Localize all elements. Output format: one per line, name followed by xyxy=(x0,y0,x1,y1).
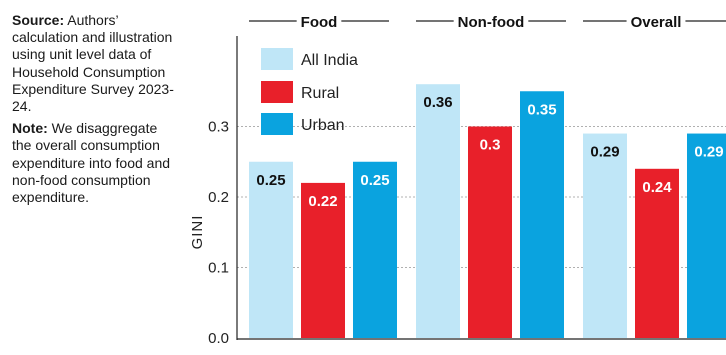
legend-label: All India xyxy=(301,52,358,69)
bar xyxy=(583,133,627,338)
note-text: We disaggregate the overall consumption … xyxy=(12,120,171,206)
bar-value-label: 0.29 xyxy=(590,144,619,161)
y-tick-label: 0.1 xyxy=(208,260,229,277)
bar-value-label: 0.35 xyxy=(527,101,556,118)
group-title: Non-food xyxy=(458,14,525,31)
bar-value-label: 0.24 xyxy=(642,179,672,196)
bar xyxy=(468,126,512,338)
bar-value-label: 0.3 xyxy=(480,137,501,154)
bar xyxy=(301,182,345,338)
bar xyxy=(249,161,293,338)
bar xyxy=(687,133,726,338)
source-label: Source: xyxy=(12,12,65,28)
bar-value-label: 0.36 xyxy=(423,94,452,111)
legend-swatch xyxy=(261,81,293,103)
bar-value-label: 0.25 xyxy=(360,172,389,189)
note-label: Note: xyxy=(12,120,48,137)
y-tick-label: 0.3 xyxy=(208,119,229,136)
bar-value-label: 0.29 xyxy=(694,144,723,161)
legend-label: Urban xyxy=(301,117,345,134)
legend-swatch xyxy=(261,48,293,70)
bar xyxy=(416,84,460,338)
y-tick-label: 0.0 xyxy=(208,330,229,347)
note: Note: We disaggregate the overall consum… xyxy=(12,120,177,206)
legend-label: Rural xyxy=(301,85,339,102)
bar xyxy=(353,161,397,338)
source-note: Source: Authors’ calculation and illustr… xyxy=(12,12,177,115)
bar-value-label: 0.25 xyxy=(256,172,285,189)
group-title: Overall xyxy=(631,14,682,31)
source-text: Authors’ calculation and illustration us… xyxy=(12,12,174,115)
y-tick-label: 0.2 xyxy=(208,189,229,206)
bar xyxy=(520,91,564,338)
legend-swatch xyxy=(261,113,293,135)
bar-value-label: 0.22 xyxy=(308,193,337,210)
chart-notes: Source: Authors’ calculation and illustr… xyxy=(12,12,177,211)
y-axis-label: GINI xyxy=(189,215,206,250)
group-title: Food xyxy=(301,14,338,31)
bar xyxy=(635,168,679,338)
